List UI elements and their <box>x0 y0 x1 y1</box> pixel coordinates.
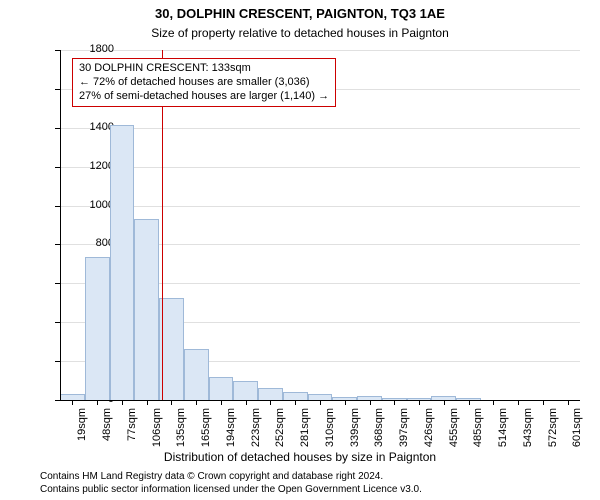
histogram-bar <box>209 377 234 400</box>
histogram-bar <box>283 392 308 400</box>
annotation-line: ← 72% of detached houses are smaller (3,… <box>79 76 329 90</box>
x-tick-label: 455sqm <box>448 408 460 447</box>
footer-line-2: Contains public sector information licen… <box>40 484 600 497</box>
histogram-bar <box>258 388 283 400</box>
x-axis-label: Distribution of detached houses by size … <box>0 450 600 464</box>
x-tick-label: 281sqm <box>299 408 311 447</box>
plot-area: 02004006008001000120014001600180019sqm48… <box>60 50 580 400</box>
x-axis <box>60 400 580 401</box>
x-tick-label: 223sqm <box>250 408 262 447</box>
histogram-bar <box>110 125 135 400</box>
footer-line-1: Contains HM Land Registry data © Crown c… <box>40 471 600 484</box>
y-tick-label: 1400 <box>54 121 114 133</box>
x-tick-label: 165sqm <box>200 408 212 447</box>
histogram-bar <box>85 257 110 400</box>
x-tick-label: 368sqm <box>374 408 386 447</box>
y-tick-label: 800 <box>54 237 114 249</box>
y-tick-label: 1000 <box>54 199 114 211</box>
x-tick-label: 514sqm <box>497 408 509 447</box>
chart-footer: Contains HM Land Registry data © Crown c… <box>40 471 600 496</box>
x-tick-label: 194sqm <box>225 408 237 447</box>
histogram-bar <box>233 381 258 400</box>
y-tick-label: 1800 <box>54 43 114 55</box>
gridline <box>60 167 580 168</box>
chart-title: 30, DOLPHIN CRESCENT, PAIGNTON, TQ3 1AE <box>0 6 600 21</box>
annotation-line: 27% of semi-detached houses are larger (… <box>79 90 329 104</box>
x-tick-label: 252sqm <box>274 408 286 447</box>
x-tick-label: 135sqm <box>175 408 187 447</box>
x-tick-label: 426sqm <box>423 408 435 447</box>
x-tick-label: 485sqm <box>473 408 485 447</box>
x-tick-label: 339sqm <box>349 408 361 447</box>
x-tick-label: 106sqm <box>151 408 163 447</box>
gridline <box>60 50 580 51</box>
annotation-line: 30 DOLPHIN CRESCENT: 133sqm <box>79 62 329 76</box>
annotation-box: 30 DOLPHIN CRESCENT: 133sqm← 72% of deta… <box>72 58 336 107</box>
y-axis <box>60 50 61 400</box>
gridline <box>60 206 580 207</box>
histogram-bar <box>134 219 159 400</box>
x-tick-label: 19sqm <box>76 408 88 441</box>
x-tick-label: 310sqm <box>324 408 336 447</box>
x-tick-label: 543sqm <box>522 408 534 447</box>
x-tick-label: 77sqm <box>126 408 138 441</box>
chart-subtitle: Size of property relative to detached ho… <box>0 26 600 40</box>
x-tick-label: 397sqm <box>398 408 410 447</box>
y-axis-label-wrap: Number of detached properties <box>0 0 18 500</box>
x-tick-label: 601sqm <box>572 408 584 447</box>
gridline <box>60 128 580 129</box>
histogram-bar <box>184 349 209 400</box>
x-tick-label: 48sqm <box>101 408 113 441</box>
x-tick-label: 572sqm <box>547 408 559 447</box>
y-tick-label: 1200 <box>54 160 114 172</box>
